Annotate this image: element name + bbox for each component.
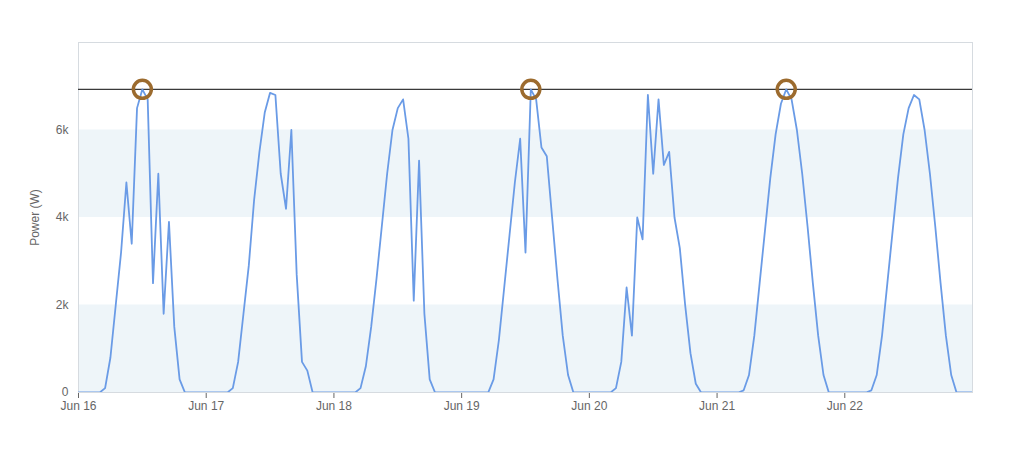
svg-text:Jun 19: Jun 19 xyxy=(444,399,480,413)
svg-text:Jun 20: Jun 20 xyxy=(571,399,607,413)
svg-text:Jun 21: Jun 21 xyxy=(699,399,735,413)
svg-text:4k: 4k xyxy=(56,210,70,224)
svg-text:2k: 2k xyxy=(56,298,70,312)
svg-text:Power (W): Power (W) xyxy=(28,189,42,246)
svg-text:Jun 16: Jun 16 xyxy=(60,399,96,413)
svg-text:Jun 18: Jun 18 xyxy=(316,399,352,413)
svg-text:Jun 17: Jun 17 xyxy=(188,399,224,413)
svg-text:0: 0 xyxy=(62,385,69,399)
svg-text:Jun 22: Jun 22 xyxy=(827,399,863,413)
svg-text:6k: 6k xyxy=(56,123,70,137)
